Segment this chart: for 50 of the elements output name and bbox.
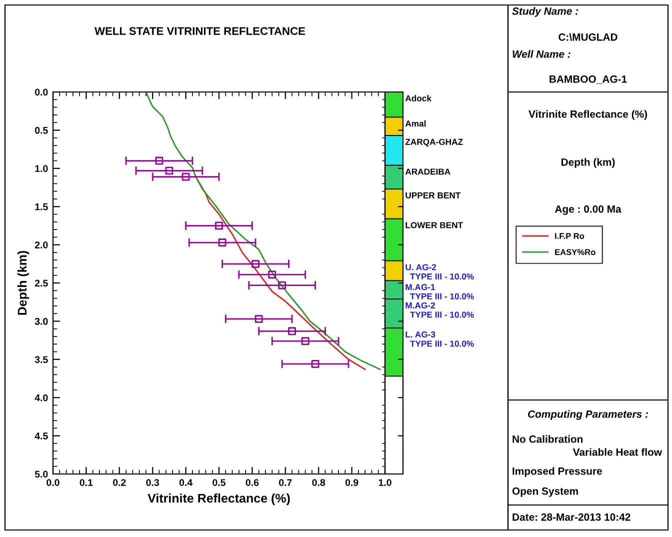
y-tick-label: 3.0	[34, 318, 48, 325]
x-tick-label: 0.2	[113, 479, 126, 486]
text: L. AG-3 TYPE III - 10.0%	[406, 331, 474, 347]
text: M.AG-1 TYPE III - 10.0%	[406, 284, 474, 300]
text: Well Name :	[512, 50, 570, 58]
y-tick-label: 5.0	[34, 470, 48, 478]
x-tick-label: 0.0	[46, 479, 60, 486]
x-tick-label: 0.9	[345, 479, 358, 486]
x-tick-label: 1.0	[378, 479, 392, 486]
x-axis-title: Vitrinite Reflectance (%)	[148, 493, 290, 506]
chart-title: WELL STATE VITRINITE REFLECTANCE	[94, 27, 306, 35]
text: M.AG-2 TYPE III - 10.0%	[406, 302, 474, 318]
x-tick-label: 0.6	[246, 479, 259, 486]
y-tick-label: 4.5	[34, 432, 48, 440]
y-tick-label: 4.0	[34, 394, 48, 402]
text: Depth (km)	[562, 158, 615, 168]
text: LOWER BENT	[406, 222, 463, 228]
text: UPPER BENT	[406, 192, 461, 198]
text: No Calibration	[512, 435, 583, 443]
text: Computing Parameters :	[528, 410, 648, 420]
text: Amal	[405, 120, 426, 127]
text: Imposed Pressure	[512, 467, 602, 477]
y-tick-label: 0.5	[35, 126, 48, 134]
text: BAMBOO_AG-1	[550, 75, 627, 84]
y-tick-label: 1.0	[35, 165, 48, 172]
text: U. AG-2 TYPE III - 10.0%	[406, 264, 474, 280]
y-axis-title: Depth (km)	[17, 250, 30, 315]
text: Open System	[512, 487, 578, 497]
text: Variable Heat flow	[572, 448, 662, 456]
text: Date: 28-Mar-2013 10:42	[512, 513, 630, 521]
legend-label: I.F.P Ro	[555, 233, 584, 239]
x-tick-label: 0.8	[312, 479, 326, 486]
text: ZARQA-GHAZ	[405, 138, 463, 147]
x-tick-label: 0.1	[80, 479, 93, 486]
text: Study Name :	[512, 7, 578, 17]
text: ARADEIBA	[405, 168, 450, 175]
x-tick-label: 0.3	[146, 479, 160, 486]
y-tick-label: 2.5	[34, 280, 48, 287]
y-tick-label: 3.5	[34, 356, 48, 364]
text: C:\MUGLAD	[558, 33, 618, 41]
y-tick-label: 0.0	[35, 88, 48, 96]
x-tick-label: 0.5	[212, 479, 226, 486]
text: Adock	[405, 95, 432, 102]
text: Age : 0.00 Ma	[554, 205, 622, 215]
x-tick-label: 0.7	[279, 479, 292, 486]
x-tick-label: 0.4	[179, 479, 193, 486]
legend-label: EASY%Ro	[555, 249, 596, 256]
y-tick-label: 1.5	[35, 203, 48, 210]
y-tick-label: 2.0	[34, 242, 48, 248]
text: Vitrinite Reflectance (%)	[528, 110, 648, 120]
